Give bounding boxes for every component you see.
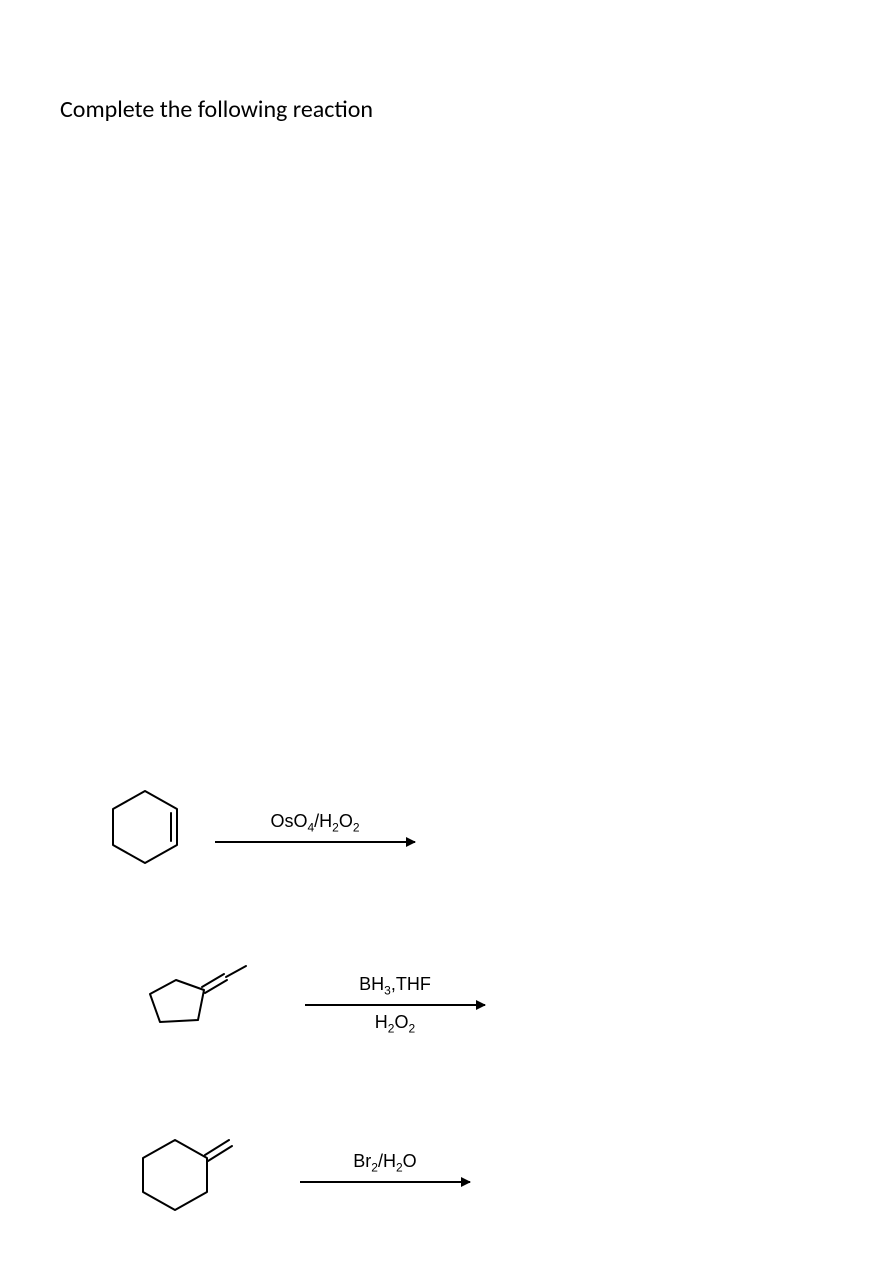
page: Complete the following reaction OsO4/H2O… [0,0,879,1280]
reaction-2-reagent-top: BH3,THF [359,974,431,998]
reaction-2-arrow [305,1004,485,1006]
reaction-3: Br2/H2O [135,1120,470,1220]
structure-methylenecyclohexane [135,1120,245,1220]
reaction-1-arrow-block: OsO4/H2O2 [215,811,415,849]
reaction-1-reagent-top: OsO4/H2O2 [270,811,359,835]
structure-ethylidenecyclopentane [140,960,250,1050]
structure-cyclohexene [105,785,185,875]
reaction-1-arrow [215,841,415,843]
reaction-3-arrow-block: Br2/H2O [300,1151,470,1189]
reaction-3-reagent-top: Br2/H2O [353,1151,416,1175]
reaction-1: OsO4/H2O2 [105,785,415,875]
reaction-2-arrow-block: BH3,THF H2O2 [305,974,485,1035]
reaction-2: BH3,THF H2O2 [140,960,485,1050]
reaction-3-arrow [300,1181,470,1183]
page-title: Complete the following reaction [60,95,373,124]
reaction-2-reagent-bottom: H2O2 [375,1012,415,1036]
